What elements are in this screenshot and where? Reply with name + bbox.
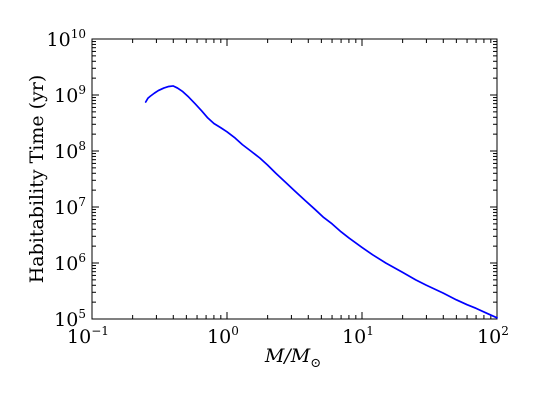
y-tick-label: 106 [54,251,86,275]
y-axis-title: Habitability Time (yr) [26,75,48,284]
y-tick-label: 107 [54,195,86,219]
plot-area [91,38,498,320]
y-tick-labels: 105 106 107 108 109 1010 [47,27,86,331]
plot-frame [91,38,498,320]
x-tick-label: 100 [207,324,239,348]
x-tick-label: 10−1 [67,324,109,348]
series-line [144,85,498,319]
axis-ticks [91,38,498,320]
y-tick-label: 108 [54,139,86,163]
y-tick-label: 1010 [47,27,86,51]
y-tick-label: 109 [54,83,86,107]
x-tick-label: 101 [342,324,374,348]
x-tick-labels: 10−1 100 101 102 [67,324,509,348]
y-tick-label: 105 [54,307,86,331]
x-tick-label: 102 [477,324,509,348]
x-axis-title: M/M⊙ [264,345,321,371]
